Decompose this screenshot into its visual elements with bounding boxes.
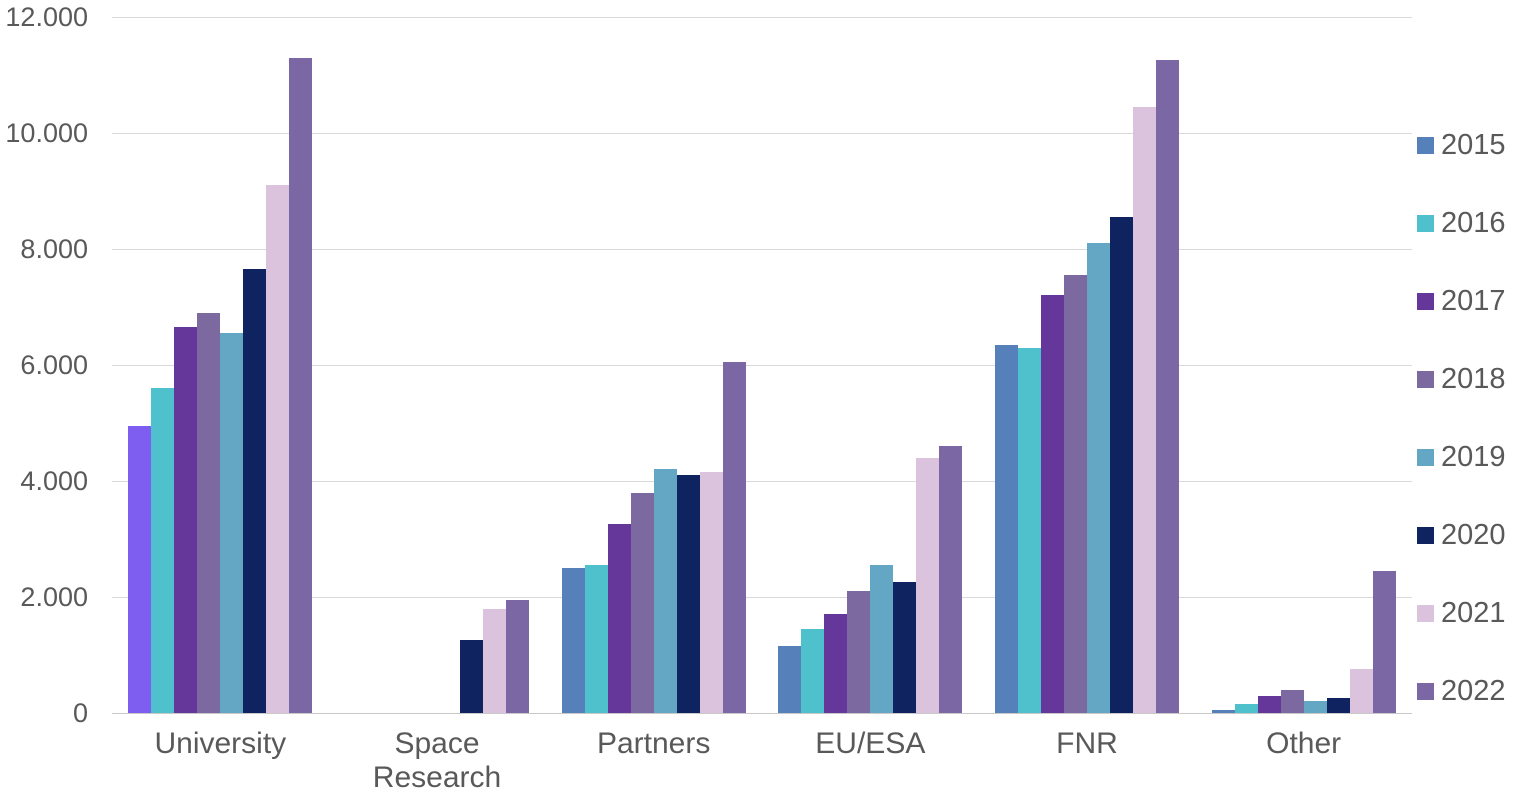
bar-other-2021[interactable] — [1349, 669, 1373, 713]
bar-partners-2016[interactable] — [584, 565, 608, 713]
plot-area: 0 2.000 4.000 6.000 8.000 10.000 12.000 — [5, 4, 1412, 727]
bar-chart: 0 2.000 4.000 6.000 8.000 10.000 12.000 Univer… — [5, 3, 1506, 794]
legend-label: 2015 — [1441, 128, 1506, 161]
bar-university-2019[interactable] — [220, 333, 244, 713]
legend-item-2018[interactable]: 2018 — [1417, 340, 1506, 418]
bar-fnr-2017[interactable] — [1040, 295, 1064, 713]
legend-item-2020[interactable]: 2020 — [1417, 496, 1506, 574]
legend-item-2016[interactable]: 2016 — [1417, 184, 1506, 262]
bar-other-2018[interactable] — [1280, 690, 1304, 713]
bar-partners-2018[interactable] — [630, 493, 654, 713]
y-axis-tick-label: 6.000 — [20, 350, 88, 380]
y-axis-tick-label: 12.000 — [5, 2, 88, 32]
gridline — [112, 133, 1412, 134]
legend-item-2019[interactable]: 2019 — [1417, 418, 1506, 496]
gridline — [112, 365, 1412, 366]
bar-eu-esa-2015[interactable] — [778, 646, 802, 713]
bar-group-university — [112, 58, 329, 713]
legend-swatch-2020 — [1417, 526, 1434, 544]
legend-item-2021[interactable]: 2021 — [1417, 574, 1506, 652]
bar-university-2018[interactable] — [197, 313, 221, 713]
y-axis-tick-label: 8.000 — [20, 234, 88, 264]
bar-partners-2019[interactable] — [653, 469, 677, 713]
x-axis-label-other: Other — [1266, 727, 1342, 760]
legend-swatch-2017 — [1417, 292, 1434, 310]
bar-eu-esa-2020[interactable] — [893, 582, 917, 713]
bar-university-2015[interactable] — [128, 426, 152, 713]
bar-other-2019[interactable] — [1303, 701, 1327, 713]
gridline — [112, 481, 1412, 482]
bar-university-2022[interactable] — [289, 58, 313, 713]
bar-university-2021[interactable] — [266, 185, 290, 713]
bar-partners-2021[interactable] — [699, 472, 723, 713]
bar-eu-esa-2022[interactable] — [939, 446, 963, 713]
legend-label: 2022 — [1441, 674, 1506, 707]
legend-swatch-2021 — [1417, 604, 1434, 622]
legend-label: 2020 — [1441, 518, 1506, 551]
bar-other-2017[interactable] — [1257, 696, 1281, 713]
x-axis-label-eu-esa: EU/ESA — [815, 727, 926, 760]
legend-item-2022[interactable]: 2022 — [1417, 652, 1506, 730]
bar-group-partners — [545, 362, 762, 713]
bar-partners-2022[interactable] — [722, 362, 746, 713]
bar-fnr-2021[interactable] — [1132, 107, 1156, 713]
legend-swatch-2015 — [1417, 136, 1434, 154]
bar-other-2016[interactable] — [1234, 704, 1258, 713]
bar-other-2022[interactable] — [1372, 571, 1396, 713]
bar-fnr-2015[interactable] — [994, 345, 1018, 713]
x-axis-label-space-research: Space Research — [372, 727, 502, 794]
bar-partners-2015[interactable] — [561, 568, 585, 713]
gridline — [112, 249, 1412, 250]
bar-university-2017[interactable] — [174, 327, 198, 713]
x-axis-label-fnr: FNR — [1056, 727, 1118, 760]
legend-swatch-2022 — [1417, 682, 1434, 700]
x-axis-label-university: University — [154, 727, 287, 760]
legend-label: 2019 — [1441, 440, 1506, 473]
bar-group-fnr — [979, 60, 1196, 713]
bar-eu-esa-2021[interactable] — [916, 458, 940, 713]
bar-eu-esa-2017[interactable] — [824, 614, 848, 713]
bar-eu-esa-2018[interactable] — [847, 591, 871, 713]
bar-fnr-2018[interactable] — [1063, 275, 1087, 713]
bar-group-other — [1195, 571, 1412, 713]
bar-space-research-2020[interactable] — [459, 640, 483, 713]
bar-fnr-2022[interactable] — [1155, 60, 1179, 713]
legend-swatch-2018 — [1417, 370, 1434, 388]
gridline — [112, 597, 1412, 598]
bar-university-2016[interactable] — [151, 388, 175, 713]
gridline — [112, 17, 1412, 18]
legend: 2015 2016 2017 2018 2019 2020 2021 2022 — [1417, 106, 1506, 730]
legend-label: 2018 — [1441, 362, 1506, 395]
bar-fnr-2019[interactable] — [1086, 243, 1110, 713]
bar-space-research-2021[interactable] — [482, 609, 506, 713]
bar-space-research-2022[interactable] — [505, 600, 529, 713]
bar-fnr-2020[interactable] — [1109, 217, 1133, 713]
bar-group-space-research — [329, 600, 546, 713]
bar-eu-esa-2019[interactable] — [870, 565, 894, 713]
legend-item-2017[interactable]: 2017 — [1417, 262, 1506, 340]
y-axis-tick-label: 10.000 — [5, 118, 88, 148]
legend-item-2015[interactable]: 2015 — [1417, 106, 1506, 184]
y-axis-tick-label: 0 — [72, 698, 88, 728]
legend-label: 2016 — [1441, 206, 1506, 239]
bar-fnr-2016[interactable] — [1017, 348, 1041, 713]
bar-other-2015[interactable] — [1211, 710, 1235, 713]
x-axis-label-partners: Partners — [596, 727, 711, 760]
x-axis-baseline — [112, 713, 1412, 714]
legend-swatch-2019 — [1417, 448, 1434, 466]
bar-other-2020[interactable] — [1326, 698, 1350, 713]
bar-eu-esa-2016[interactable] — [801, 629, 825, 713]
bar-group-eu-esa — [762, 446, 979, 713]
legend-label: 2021 — [1441, 596, 1506, 629]
bar-partners-2017[interactable] — [607, 524, 631, 713]
legend-label: 2017 — [1441, 284, 1506, 317]
bar-university-2020[interactable] — [243, 269, 267, 713]
bar-partners-2020[interactable] — [676, 475, 700, 713]
y-axis-tick-label: 2.000 — [20, 582, 88, 612]
y-axis-tick-label: 4.000 — [20, 466, 88, 496]
legend-swatch-2016 — [1417, 214, 1434, 232]
